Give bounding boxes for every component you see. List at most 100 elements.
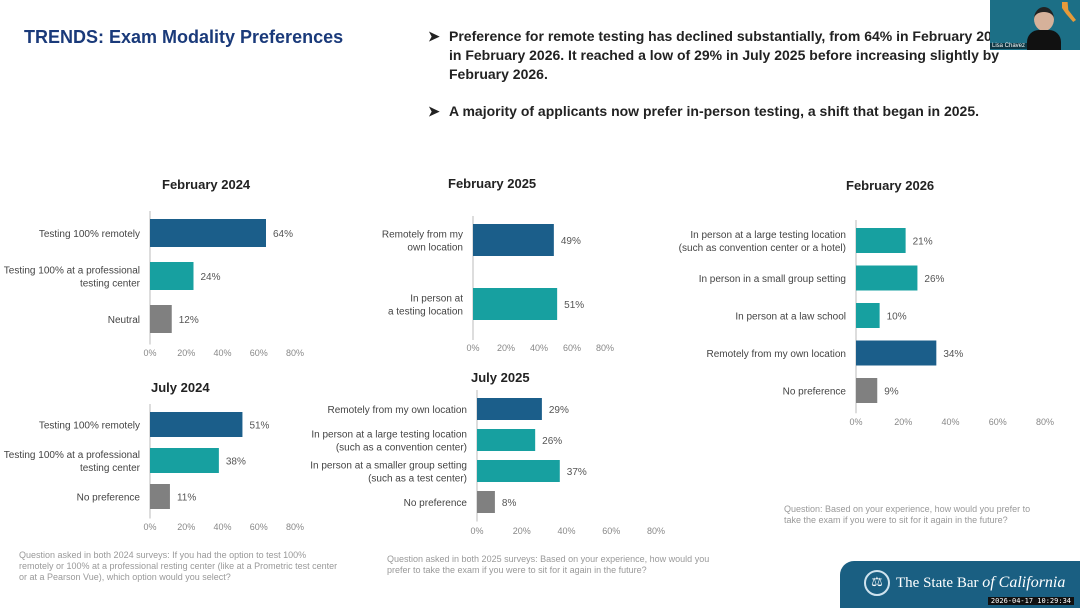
bar (150, 412, 243, 437)
participant-body (1027, 30, 1061, 50)
tick-label: 0% (143, 522, 156, 532)
category-label: In person at a large testing location (311, 430, 467, 441)
bar (150, 305, 172, 333)
category-label: Testing 100% at a professional (4, 266, 140, 277)
tick-label: 20% (177, 348, 195, 358)
tick-label: 80% (286, 348, 304, 358)
bar (150, 219, 266, 247)
category-label: Testing 100% remotely (39, 229, 140, 240)
bar (473, 288, 558, 320)
data-label: 51% (249, 421, 269, 432)
chart-title: July 2025 (471, 370, 530, 385)
tick-label: 60% (602, 526, 620, 536)
data-label: 51% (564, 300, 584, 311)
tick-label: 40% (557, 526, 575, 536)
bullet-1: ➤ Preference for remote testing has decli… (428, 27, 1058, 84)
data-label: 26% (542, 436, 562, 447)
tick-label: 20% (894, 417, 912, 427)
tick-label: 60% (563, 343, 581, 353)
chevron-right-icon: ➤ (428, 28, 440, 44)
category-label: No preference (783, 387, 847, 398)
data-label: 21% (913, 237, 933, 248)
category-label: No preference (77, 493, 141, 504)
tick-label: 80% (647, 526, 665, 536)
bullet-text: A majority of applicants now prefer in-p… (449, 103, 980, 119)
tick-label: 80% (1036, 417, 1054, 427)
chart-4: July 2025 0% 20% 40% 60% 80% 29% Remotely from … (310, 370, 665, 536)
data-label: 26% (924, 274, 944, 285)
participant-name: Lisa Chavez (990, 43, 1028, 49)
bar (856, 265, 918, 291)
data-label: 24% (201, 272, 221, 283)
bar (856, 378, 878, 403)
category-label: Testing 100% at a professional (4, 450, 140, 461)
category-label: In person at (410, 294, 463, 305)
tick-label: 60% (989, 417, 1007, 427)
tick-label: 0% (466, 343, 479, 353)
tick-label: 0% (143, 348, 156, 358)
chevron-right-icon: ➤ (428, 103, 440, 119)
tick-label: 0% (470, 526, 483, 536)
data-label: 8% (502, 498, 517, 509)
note-2026: Question: Based on your experience, how … (784, 504, 1031, 525)
slide-title: TRENDS: Exam Modality Preferences (24, 27, 344, 47)
tick-label: 40% (213, 348, 231, 358)
tick-label: 60% (250, 522, 268, 532)
data-label: 12% (179, 315, 199, 326)
state-bar-logo: ⚖ The State Bar of California 2026-04-17… (840, 561, 1080, 608)
category-label: a testing location (388, 307, 463, 318)
category-label: In person in a small group setting (699, 274, 846, 285)
data-label: 38% (226, 457, 246, 468)
bar (477, 460, 560, 482)
data-label: 29% (549, 405, 569, 416)
category-label: (such as a convention center) (336, 443, 467, 454)
chart-1: February 2025 0% 20% 40% 60% 80% 49% Remotely f… (382, 176, 614, 353)
category-label: Testing 100% remotely (39, 421, 140, 432)
category-label: Remotely from my own location (328, 405, 468, 416)
bar (856, 303, 880, 328)
bar (477, 398, 542, 420)
category-label: (such as convention center or a hotel) (679, 243, 846, 254)
chart-2: February 2026 0% 20% 40% 60% 80% 21% In person … (679, 178, 1054, 427)
video-thumbnail[interactable]: Lisa Chavez (990, 0, 1080, 50)
data-label: 34% (943, 349, 963, 360)
chart-0: February 2024 0% 20% 40% 60% 80% 64% Testing 10… (4, 177, 304, 358)
seal-icon: ⚖ (864, 570, 890, 596)
tick-label: 80% (286, 522, 304, 532)
chart-3: July 2024 0% 20% 40% 60% 80% 51% Testing 100% r… (4, 380, 304, 532)
bar (473, 224, 554, 256)
tick-label: 20% (497, 343, 515, 353)
bullet-text: Preference for remote testing has declin… (449, 28, 1057, 82)
bar (150, 448, 219, 473)
data-label: 9% (884, 387, 899, 398)
category-label: testing center (80, 463, 141, 474)
timestamp: 2026-04-17 10:29:34 (987, 597, 1074, 605)
bullet-2: ➤ A majority of applicants now prefer in-… (428, 102, 1058, 121)
category-label: Neutral (108, 315, 140, 326)
tick-label: 20% (513, 526, 531, 536)
logo-text-main: The State Bar (896, 575, 983, 591)
logo-text-italic: of California (982, 574, 1066, 591)
logo-text: The State Bar of California (896, 574, 1065, 592)
category-label: Remotely from my own location (707, 349, 847, 360)
category-label: (such as a test center) (368, 474, 467, 485)
bar (150, 484, 170, 509)
tick-label: 0% (849, 417, 862, 427)
data-label: 11% (177, 493, 196, 504)
chart-title: February 2025 (448, 176, 536, 191)
category-label: testing center (80, 279, 141, 290)
tick-label: 40% (941, 417, 959, 427)
tick-label: 80% (596, 343, 614, 353)
note-2025: Question asked in both 2025 surveys: Bas… (387, 554, 710, 575)
data-label: 64% (273, 229, 293, 240)
data-label: 10% (887, 312, 907, 323)
bar (856, 340, 937, 366)
chart-title: February 2024 (162, 177, 251, 192)
participant-face (1034, 7, 1054, 31)
category-label: In person at a smaller group setting (310, 461, 467, 472)
chart-title: July 2024 (151, 380, 210, 395)
data-label: 37% (567, 467, 587, 478)
bar (856, 228, 906, 253)
category-label: own location (407, 243, 463, 254)
